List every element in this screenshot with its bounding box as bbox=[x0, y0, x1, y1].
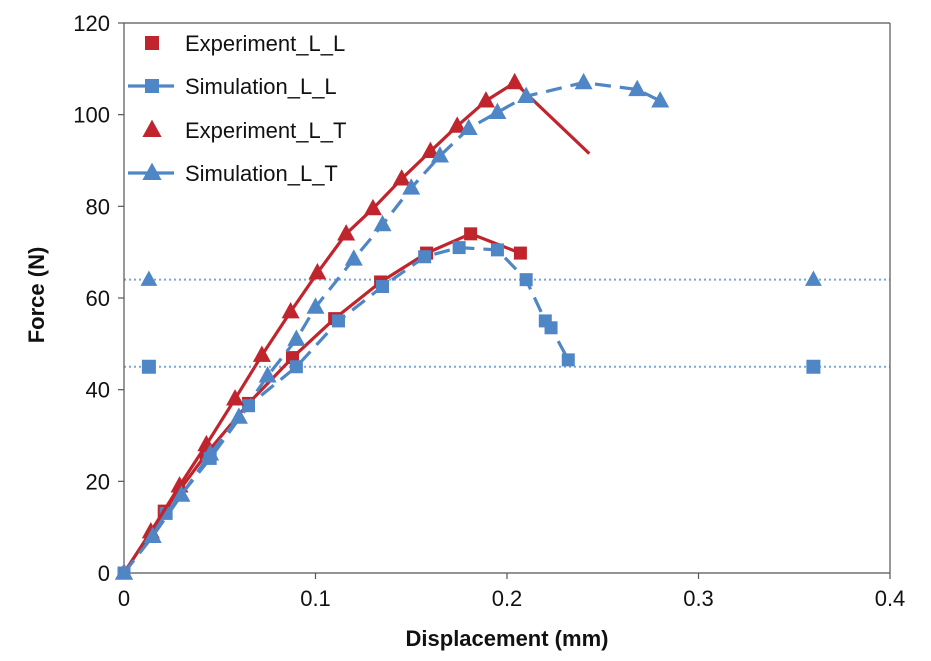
series-3-point bbox=[448, 116, 467, 133]
series-3-point bbox=[392, 169, 411, 186]
series-4-point bbox=[258, 366, 277, 383]
series-3-point bbox=[505, 72, 524, 90]
reference-marker-1-2 bbox=[805, 270, 822, 286]
legend-label-3: Experiment_L_T bbox=[185, 118, 346, 143]
x-tick-label: 0.4 bbox=[875, 586, 906, 611]
series-4-point bbox=[306, 297, 325, 314]
series-4-point bbox=[402, 178, 421, 195]
series-3-point bbox=[252, 345, 271, 362]
series-4-point bbox=[574, 72, 593, 90]
series-3-point bbox=[226, 389, 245, 406]
series-4-point bbox=[344, 249, 363, 266]
x-tick-label: 0.2 bbox=[492, 586, 523, 611]
y-tick-label: 20 bbox=[86, 469, 110, 494]
series-2-point bbox=[289, 360, 303, 374]
y-axis-title: Force (N) bbox=[24, 247, 49, 344]
y-tick-label: 0 bbox=[98, 561, 110, 586]
series-line-3 bbox=[122, 81, 591, 574]
reference-marker-1-1 bbox=[140, 270, 158, 286]
series-2-point bbox=[544, 321, 558, 335]
series-3-point bbox=[421, 141, 440, 158]
series-2-point bbox=[490, 243, 504, 257]
series-line-4 bbox=[122, 81, 661, 574]
legend-marker-1 bbox=[145, 36, 159, 50]
series-3-point bbox=[281, 301, 300, 319]
series-4-point bbox=[430, 146, 449, 163]
series-4-point bbox=[488, 102, 507, 119]
legend-marker-3 bbox=[142, 119, 162, 138]
legend-marker-4 bbox=[142, 162, 162, 181]
series-4-point bbox=[517, 86, 536, 103]
y-tick-label: 60 bbox=[86, 286, 110, 311]
series-2-point bbox=[418, 250, 432, 264]
series-3-point bbox=[308, 263, 327, 280]
series-2-point bbox=[519, 273, 533, 287]
series-2-point bbox=[561, 353, 575, 367]
series-3-point bbox=[170, 476, 189, 493]
x-tick-label: 0.3 bbox=[683, 586, 714, 611]
legend-marker-2 bbox=[145, 79, 159, 93]
y-tick-label: 100 bbox=[73, 103, 110, 128]
series-4-point bbox=[229, 407, 248, 424]
series-line-1 bbox=[122, 232, 521, 574]
x-tick-label: 0 bbox=[118, 586, 130, 611]
series-3-point bbox=[363, 198, 382, 216]
series-1-point bbox=[464, 227, 478, 241]
series-2-point bbox=[331, 314, 345, 328]
y-tick-label: 80 bbox=[86, 194, 110, 219]
series-4-point bbox=[373, 214, 392, 232]
reference-marker-2-1 bbox=[141, 359, 156, 374]
series-3-point bbox=[476, 91, 495, 108]
series-2-point bbox=[376, 280, 390, 294]
x-tick-label: 0.1 bbox=[300, 586, 331, 611]
legend-label-1: Experiment_L_L bbox=[185, 31, 345, 56]
series-2-point bbox=[452, 241, 466, 255]
series-4-point bbox=[459, 118, 478, 136]
reference-marker-2-2 bbox=[806, 359, 821, 374]
series-4-point bbox=[115, 563, 133, 580]
series-4-point bbox=[287, 329, 306, 346]
x-axis-title: Displacement (mm) bbox=[406, 626, 609, 651]
series-4-point bbox=[143, 526, 162, 543]
plot-series bbox=[115, 72, 670, 580]
series-3-point bbox=[337, 224, 356, 241]
series-4-point bbox=[628, 79, 647, 97]
reference-lines bbox=[124, 270, 890, 374]
legend: Experiment_L_L Simulation_L_L Experiment_L… bbox=[128, 31, 346, 186]
series-4-point bbox=[651, 91, 670, 108]
y-tick-label: 120 bbox=[73, 11, 110, 36]
y-tick-label: 40 bbox=[86, 378, 110, 403]
series-4-point bbox=[172, 485, 191, 502]
series-4-point bbox=[201, 444, 220, 461]
legend-label-2: Simulation_L_L bbox=[185, 74, 337, 99]
legend-label-4: Simulation_L_T bbox=[185, 161, 338, 186]
series-1-point bbox=[513, 246, 527, 260]
series-line-2 bbox=[122, 246, 570, 574]
axes: 0 20 40 60 80 100 120 0 0.1 0.2 0.3 0.4 bbox=[73, 11, 905, 611]
